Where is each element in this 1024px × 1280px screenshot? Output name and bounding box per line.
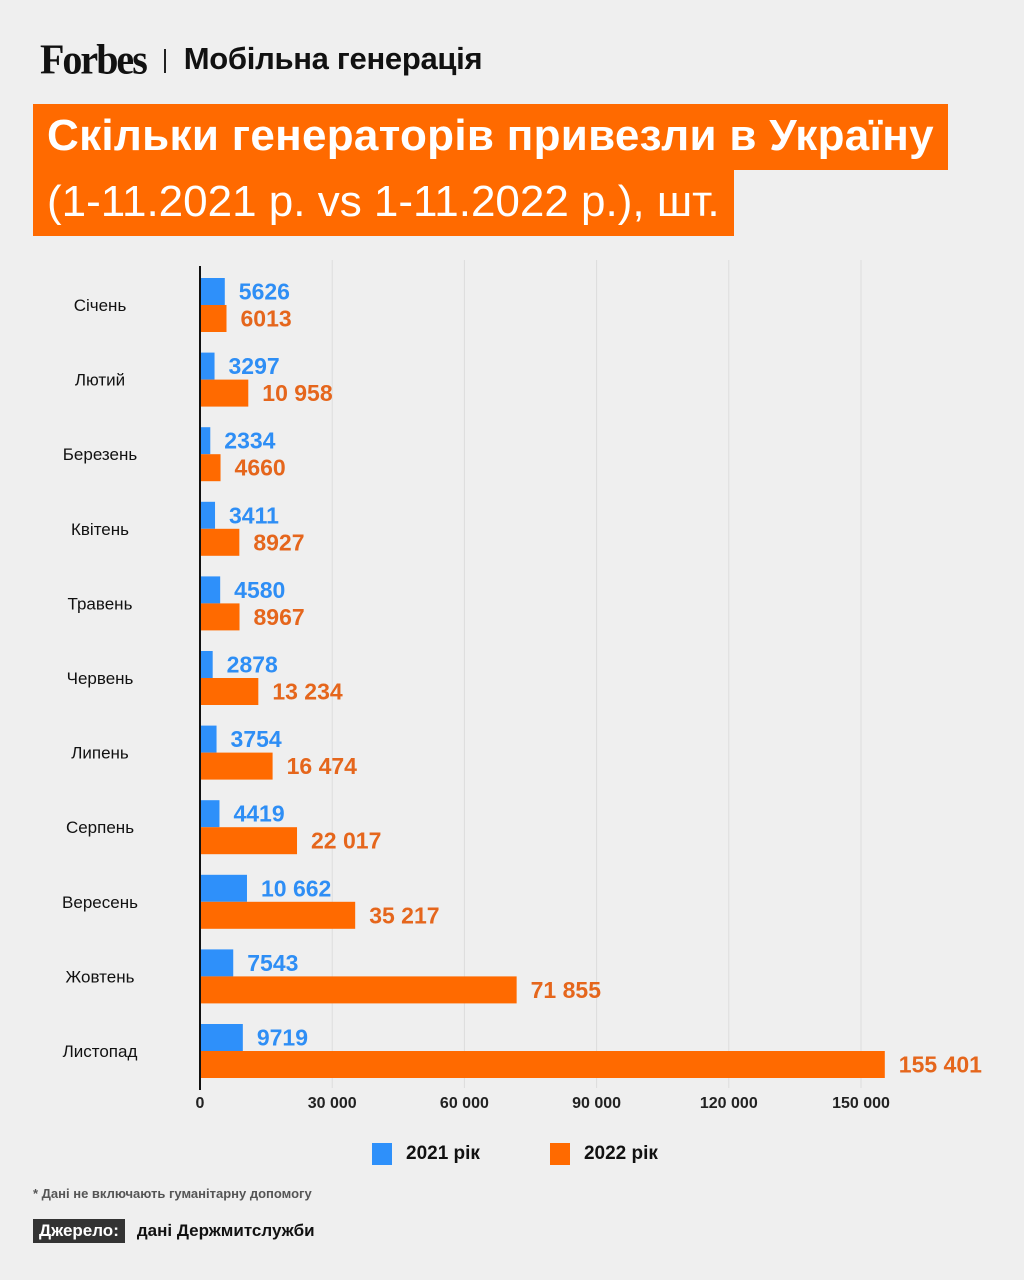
data-label-2021: 2334: [224, 428, 275, 454]
x-tick-label: 120 000: [700, 1095, 758, 1112]
data-label-2021: 3754: [231, 726, 282, 752]
legend-swatch-2022: [549, 1143, 570, 1165]
footnote: * Дані не включають гуманітарну допомогу: [33, 1186, 312, 1201]
bar-2022: [200, 379, 249, 407]
data-label-2022: 10 958: [262, 380, 333, 406]
chart-title: Скільки генераторів привезли в Україну (…: [33, 104, 948, 236]
category-label: Березень: [63, 445, 138, 464]
bar-2022: [200, 752, 273, 780]
bar-2022: [200, 901, 356, 929]
category-label: Квітень: [71, 520, 129, 539]
category-label: Липень: [71, 744, 129, 763]
data-label-2022: 155 401: [899, 1052, 982, 1078]
data-label-2022: 35 217: [369, 902, 439, 928]
bar-2021: [200, 651, 213, 678]
x-tick-label: 150 000: [832, 1095, 890, 1112]
data-label-2021: 4580: [234, 577, 285, 603]
data-label-2021: 4419: [233, 801, 284, 827]
bar-2022: [200, 528, 240, 556]
bar-2022: [200, 976, 517, 1004]
bar-2021: [200, 1024, 243, 1051]
data-label-2022: 71 855: [531, 977, 602, 1003]
x-tick-label: 0: [196, 1095, 205, 1112]
category-label: Червень: [67, 669, 134, 688]
data-label-2022: 16 474: [287, 753, 358, 779]
legend-swatch-2021: [372, 1143, 392, 1165]
title-line-1: Скільки генераторів привезли в Україну: [33, 104, 948, 170]
data-label-2021: 3411: [229, 502, 279, 528]
bar-2022: [200, 603, 240, 631]
data-label-2022: 8967: [254, 604, 305, 630]
bar-2021: [200, 278, 225, 305]
forbes-logo: Forbes: [40, 35, 148, 83]
bar-2022: [200, 827, 298, 855]
data-label-2022: 6013: [240, 306, 291, 332]
bar-2021: [200, 501, 216, 529]
header: Forbes Мобільна генерація: [40, 34, 483, 84]
bar-2021: [200, 800, 220, 828]
data-label-2021: 10 662: [261, 875, 331, 901]
bar-2021: [200, 949, 234, 977]
category-label: Лютий: [75, 371, 125, 390]
legend-item-2022: 2022 рік: [549, 1143, 658, 1165]
source: Джерело: дані Держмитслужби: [33, 1219, 315, 1243]
category-label: Січень: [74, 296, 127, 315]
data-label-2022: 4660: [235, 455, 286, 481]
data-label-2022: 13 234: [272, 679, 343, 705]
category-label: Листопад: [63, 1042, 138, 1061]
bar-2022: [200, 1051, 885, 1078]
x-tick-label: 60 000: [440, 1095, 489, 1112]
bar-2022: [200, 454, 221, 482]
title-line-2: (1-11.2021 р. vs 1-11.2022 р.), шт.: [33, 170, 734, 236]
data-label-2022: 22 017: [311, 828, 381, 854]
legend: 2021 рік 2022 рік: [372, 1143, 728, 1165]
bar-2021: [200, 576, 221, 604]
bar-2021: [200, 427, 211, 455]
data-label-2022: 8927: [253, 529, 304, 555]
data-label-2021: 3297: [229, 353, 280, 379]
category-label: Серпень: [66, 818, 134, 837]
bar-2022: [200, 678, 259, 705]
data-label-2021: 9719: [257, 1025, 308, 1051]
data-label-2021: 2878: [227, 652, 278, 678]
category-label: Вересень: [62, 893, 138, 912]
legend-label-2021: 2021 рік: [406, 1143, 480, 1164]
section-title: Мобільна генерація: [183, 41, 483, 76]
legend-item-2021: 2021 рік: [372, 1143, 480, 1165]
bar-2022: [200, 305, 227, 332]
header-separator: [163, 49, 166, 73]
data-label-2021: 7543: [247, 950, 298, 976]
category-label: Травень: [68, 594, 133, 613]
source-text: дані Держмитслужби: [136, 1221, 315, 1240]
bar-chart: 0 30 000 60 000 90 000 120 000 150 000 Січень 5…: [62, 260, 982, 1112]
bar-2021: [200, 352, 215, 380]
category-label: Жовтень: [66, 967, 135, 986]
bar-2021: [200, 874, 247, 902]
x-tick-label: 90 000: [572, 1095, 621, 1112]
source-tag: Джерело:: [33, 1219, 125, 1243]
legend-label-2022: 2022 рік: [583, 1143, 658, 1164]
bar-2021: [200, 725, 217, 753]
data-label-2021: 5626: [239, 279, 290, 305]
x-tick-label: 30 000: [308, 1095, 357, 1112]
